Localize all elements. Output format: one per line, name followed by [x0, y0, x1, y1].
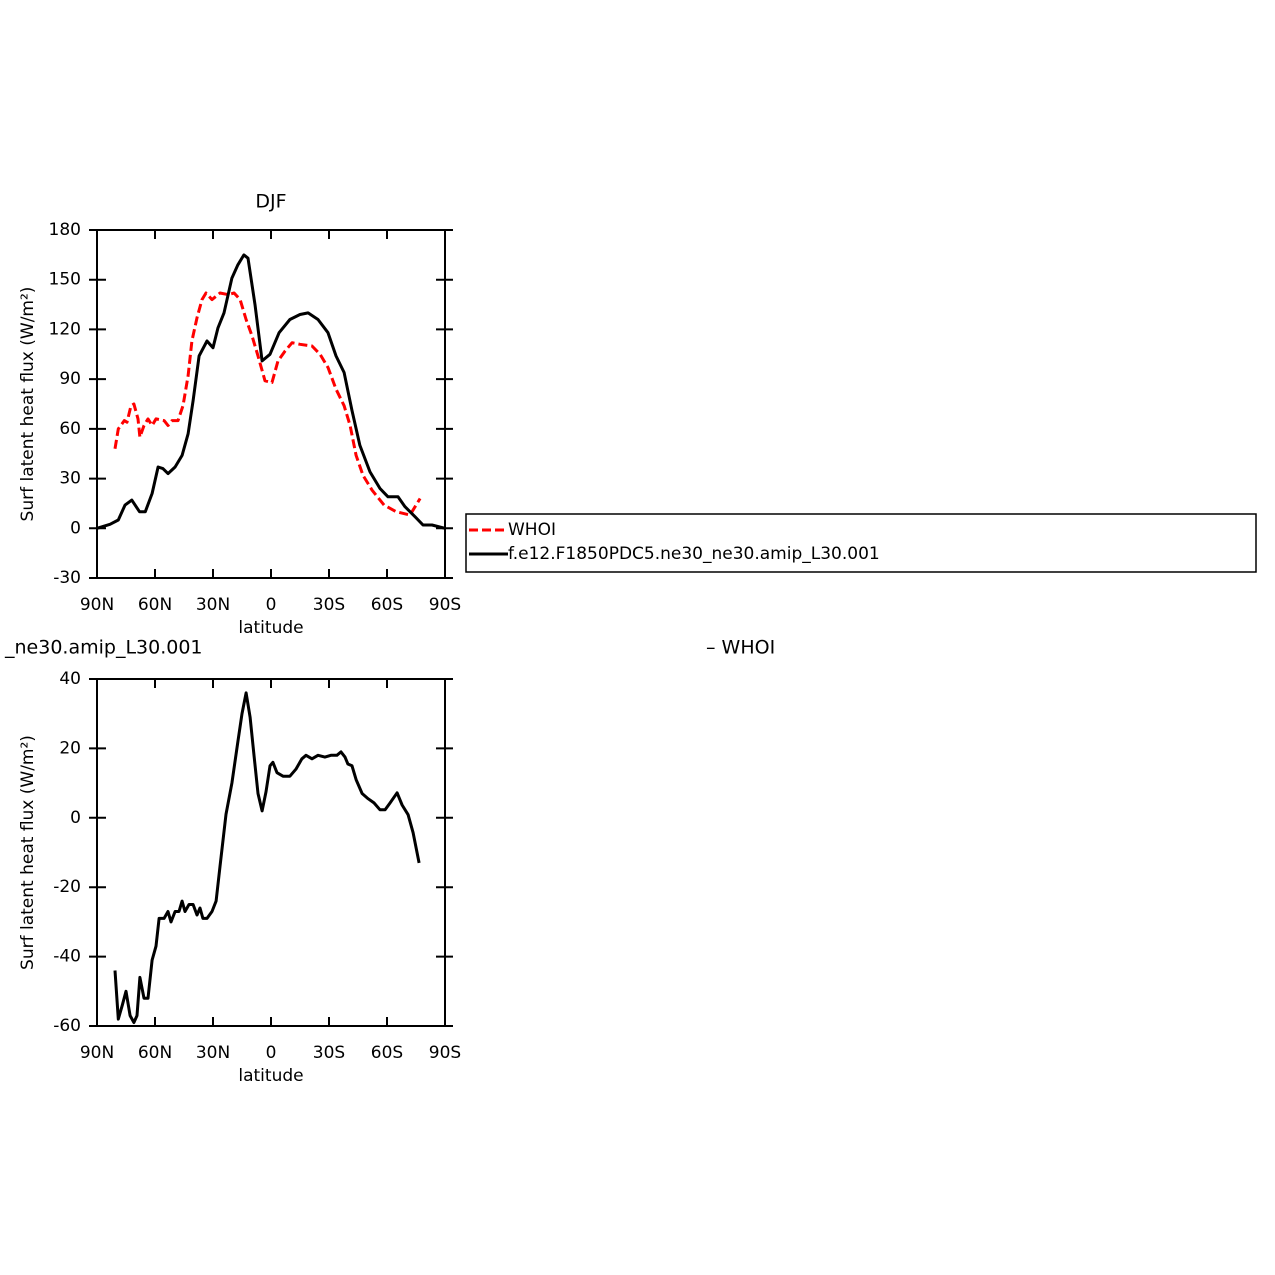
- x-tick-label: 30S: [313, 595, 345, 615]
- x-tick-label: 30S: [313, 1043, 345, 1063]
- y-tick-label: -40: [53, 947, 81, 967]
- x-tick-label: 0: [266, 595, 277, 615]
- y-tick-label: -20: [53, 877, 81, 897]
- y-tick-label: 150: [49, 270, 81, 290]
- legend-box: [465, 513, 1257, 573]
- x-tick-label: 30N: [196, 1043, 230, 1063]
- x-tick-label: 90S: [429, 595, 461, 615]
- y-tick-label: 20: [59, 738, 81, 758]
- x-axis-label: latitude: [238, 618, 303, 638]
- x-tick-label: 30N: [196, 595, 230, 615]
- y-tick-label: -60: [53, 1016, 81, 1036]
- y-axis-label: Surf latent heat flux (W/m²): [18, 287, 38, 522]
- chart-title: DJF: [255, 191, 286, 213]
- plot-frame: [96, 678, 446, 1027]
- y-tick-label: 90: [59, 369, 81, 389]
- x-axis-label: latitude: [238, 1066, 303, 1086]
- x-tick-label: 0: [266, 1043, 277, 1063]
- data-line: [113, 291, 422, 517]
- x-tick-label: 60N: [138, 1043, 172, 1063]
- plot-frame: [96, 229, 446, 579]
- y-tick-label: -30: [53, 568, 81, 588]
- data-line: [113, 691, 421, 1024]
- x-tick-label: 90N: [80, 595, 114, 615]
- x-tick-label: 60S: [371, 595, 403, 615]
- legend-label: f.e12.F1850PDC5.ne30_ne30.amip_L30.001: [508, 544, 880, 564]
- chart-title-right: – WHOI: [706, 637, 775, 659]
- y-tick-label: 120: [49, 319, 81, 339]
- x-tick-label: 90S: [429, 1043, 461, 1063]
- x-tick-label: 60N: [138, 595, 172, 615]
- chart-title-left: _ne30.amip_L30.001: [4, 637, 203, 659]
- y-tick-label: 60: [59, 419, 81, 439]
- y-tick-label: 0: [70, 518, 81, 538]
- y-tick-label: 180: [49, 220, 81, 240]
- y-tick-label: 0: [70, 808, 81, 828]
- y-axis-label: Surf latent heat flux (W/m²): [18, 735, 38, 970]
- data-line: [96, 253, 446, 530]
- x-tick-label: 90N: [80, 1043, 114, 1063]
- y-tick-label: 40: [59, 669, 81, 689]
- legend-label: WHOI: [508, 520, 556, 540]
- y-tick-label: 30: [59, 469, 81, 489]
- x-tick-label: 60S: [371, 1043, 403, 1063]
